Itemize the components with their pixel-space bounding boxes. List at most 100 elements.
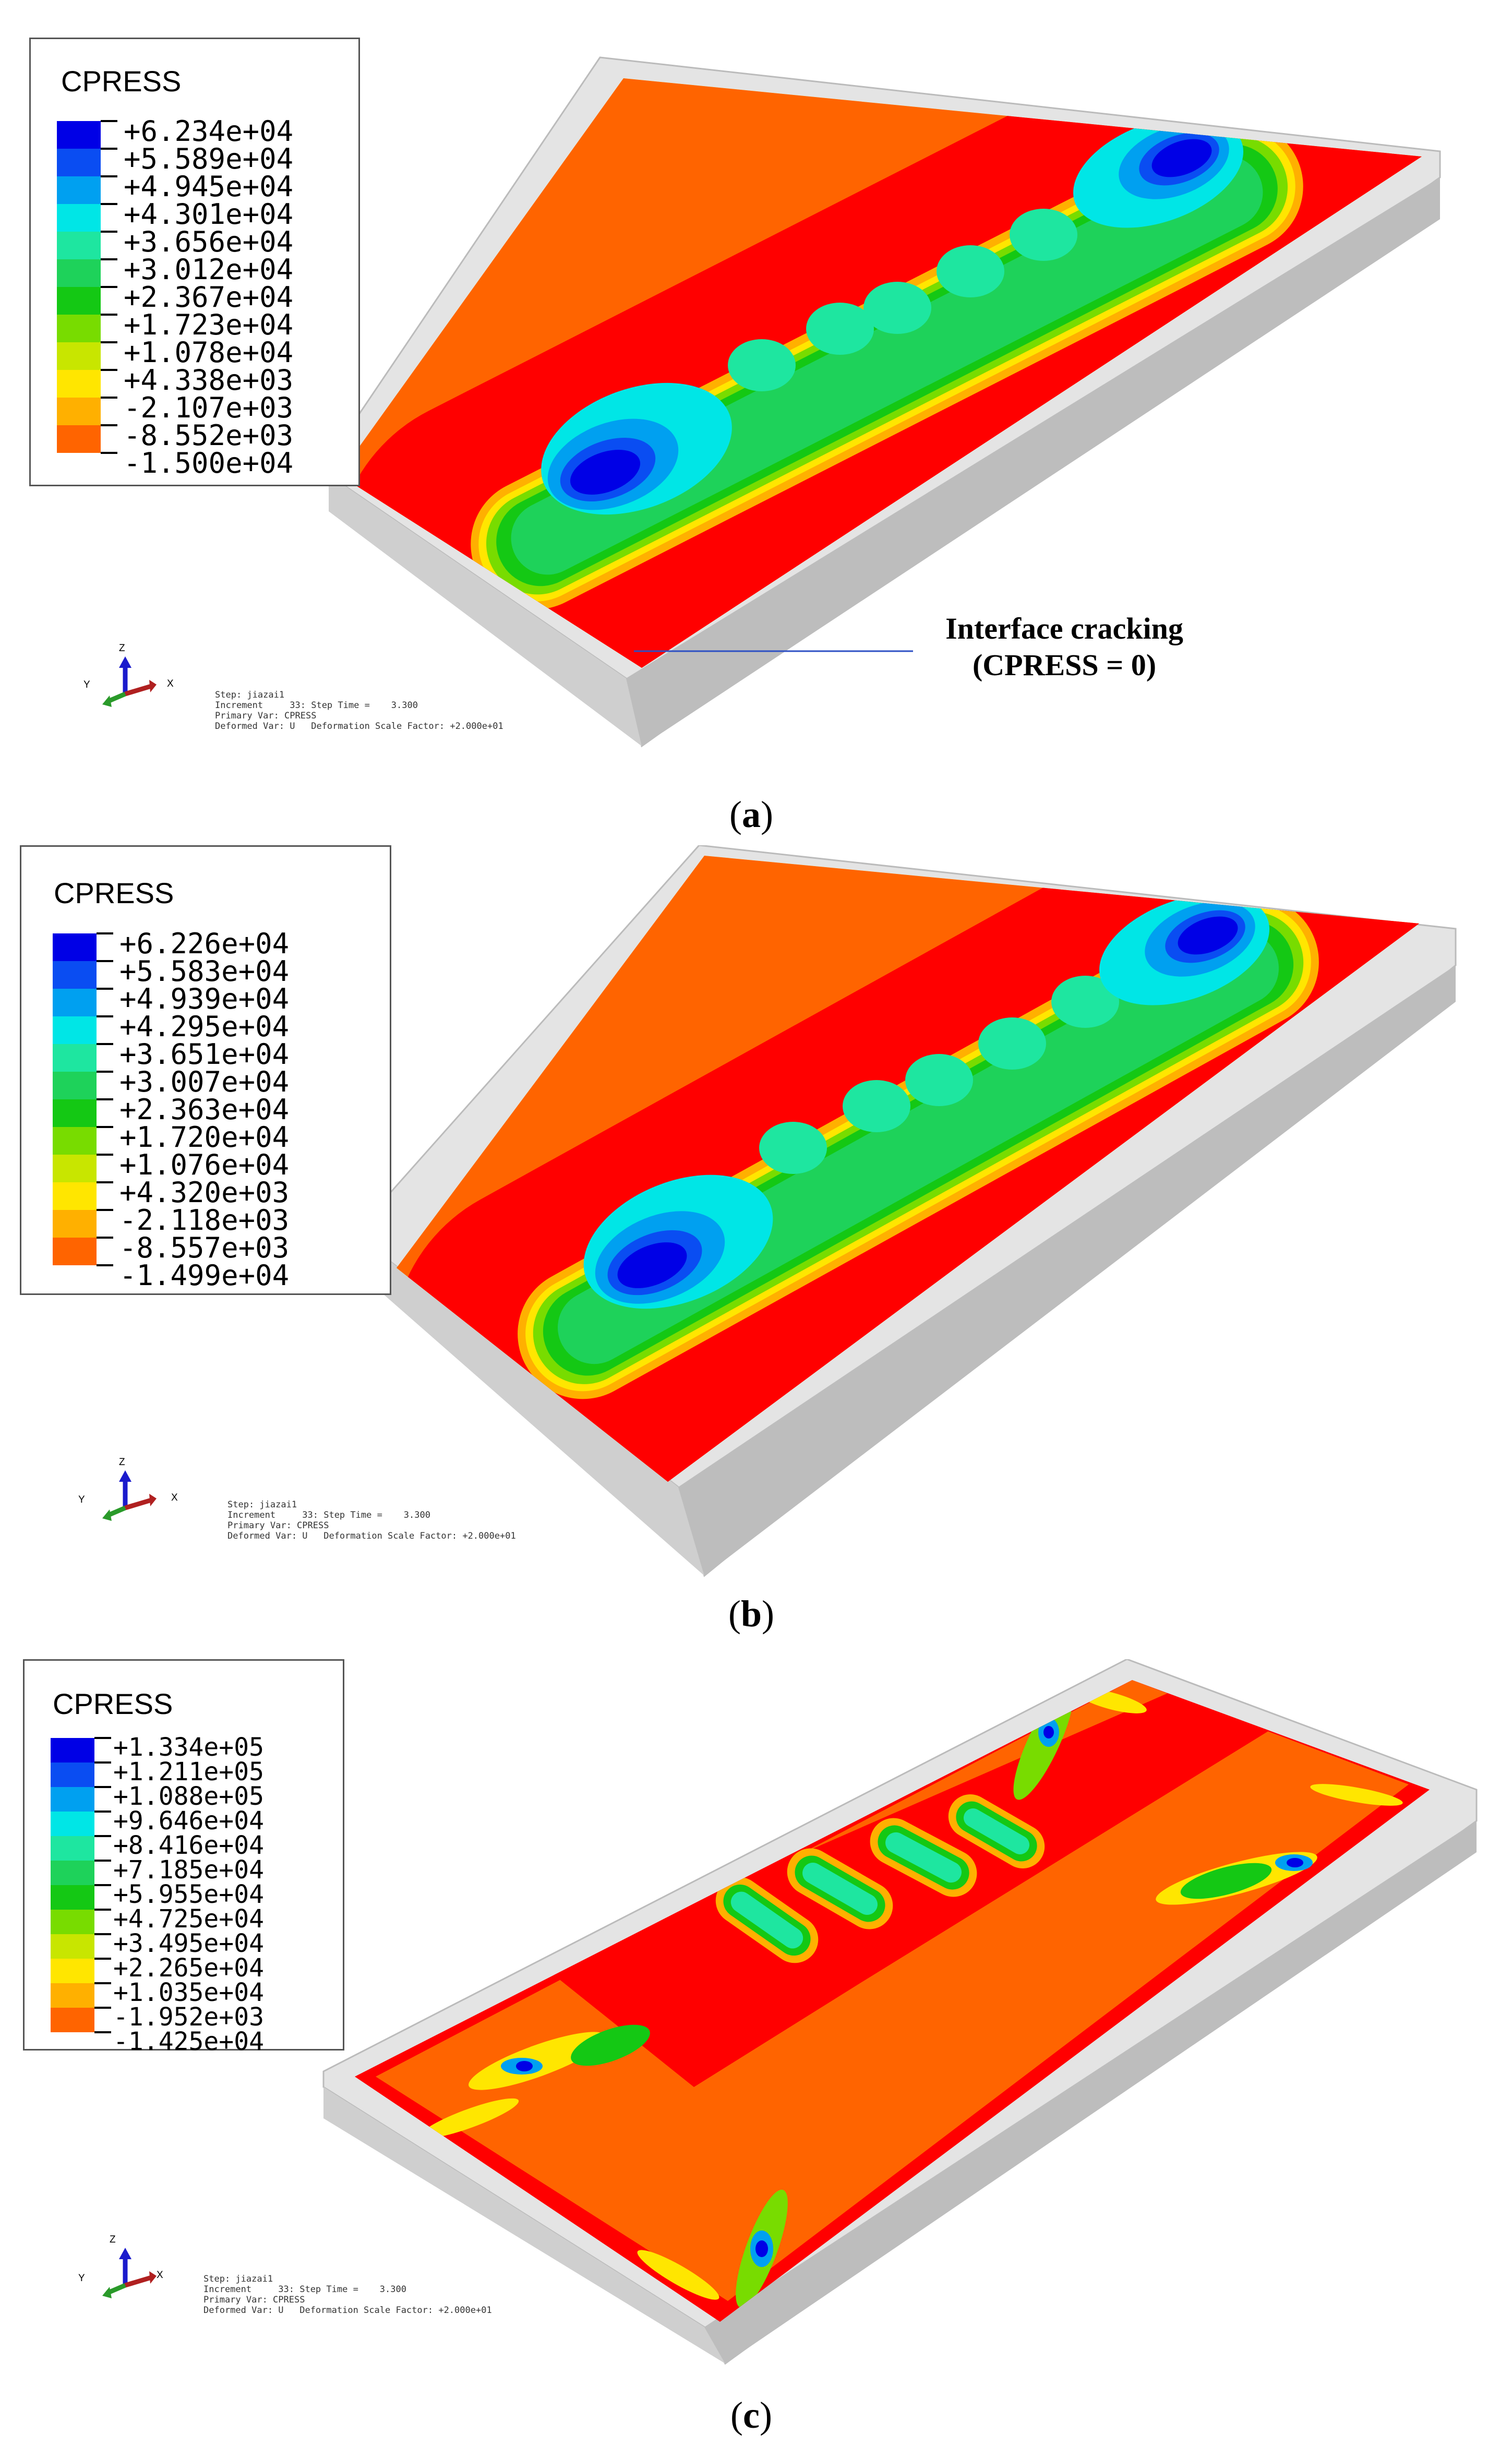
panel-b: Z Y X Step: jiazai1 Increment 33: Step T…: [0, 845, 1512, 1659]
legend-tick: [94, 1835, 111, 1837]
legend-value: +3.651e+04: [119, 1038, 290, 1071]
legend-swatch: [51, 1885, 94, 1910]
legend-tick: [101, 203, 117, 205]
legend-tick: [101, 148, 117, 150]
contour-plot-b: [102, 845, 1457, 1577]
legend-value: +3.007e+04: [119, 1065, 290, 1098]
triad-y-label: Y: [78, 1494, 85, 1505]
legend-value: +5.589e+04: [124, 142, 294, 175]
triad-z-label: Z: [110, 2234, 116, 2245]
legend-value: +6.226e+04: [119, 927, 290, 960]
triad-x-label: X: [171, 1492, 178, 1503]
legend-value: +6.234e+04: [124, 115, 294, 148]
axis-triad-icon: [102, 1470, 157, 1521]
legend-tick: [101, 341, 117, 343]
legend-swatch: [57, 315, 101, 342]
legend-value: -1.952e+03: [113, 2003, 264, 2032]
legend-tick: [97, 1264, 113, 1266]
legend-value: +4.338e+03: [124, 364, 294, 397]
annotation-line-1: Interface cracking: [945, 612, 1183, 645]
legend-value: +5.583e+04: [119, 955, 290, 988]
legend-swatch: [57, 259, 101, 287]
legend-tick: [94, 2031, 111, 2033]
legend-swatch: [53, 1016, 97, 1044]
legend-swatch: [53, 1210, 97, 1238]
legend-value: +1.076e+04: [119, 1148, 290, 1181]
legend-title: CPRESS: [61, 65, 182, 98]
legend-swatch: [57, 342, 101, 370]
legend-swatch: [57, 287, 101, 315]
triad-x-label: X: [167, 678, 174, 689]
legend-value: +2.363e+04: [119, 1093, 290, 1126]
legend-value: +4.939e+04: [119, 982, 290, 1015]
legend-value: +1.334e+05: [113, 1733, 264, 1762]
legend-tick: [101, 231, 117, 233]
legend-swatch: [57, 149, 101, 176]
legend-swatch: [51, 2008, 94, 2032]
legend-tick: [97, 1181, 113, 1183]
legend-value: -1.425e+04: [113, 2027, 264, 2056]
step-info: Step: jiazai1 Increment 33: Step Time = …: [215, 690, 503, 732]
legend-tick: [94, 1786, 111, 1788]
legend-swatch: [51, 1762, 94, 1787]
legend-value: +2.367e+04: [124, 281, 294, 314]
legend-tick: [101, 369, 117, 371]
axis-triad-icon: [102, 2248, 157, 2298]
triad-z-label: Z: [119, 643, 125, 654]
legend-tick: [94, 1761, 111, 1764]
contour-plot-a: [102, 56, 1441, 748]
legend-value: -1.500e+04: [124, 447, 294, 479]
axis-triad-icon: [102, 656, 157, 707]
legend-tick: [94, 1909, 111, 1911]
legend-tick: [94, 1982, 111, 1984]
legend-tick: [97, 1126, 113, 1128]
annotation-line-2: (CPRESS = 0): [972, 648, 1157, 682]
legend-swatch: [53, 989, 97, 1016]
legend-tick: [97, 1209, 113, 1211]
legend-a: CPRESS +6.234e+04 +5.589e+04 +4.945e+04 +4.…: [29, 38, 360, 486]
legend-tick: [101, 286, 117, 288]
legend-value: +8.416e+04: [113, 1831, 264, 1860]
legend-swatch: [53, 961, 97, 989]
legend-tick: [97, 1237, 113, 1239]
legend-value: -2.107e+03: [124, 391, 294, 424]
legend-value: +1.723e+04: [124, 308, 294, 341]
contour-plot-c: [102, 1659, 1478, 2365]
legend-swatch: [57, 232, 101, 259]
legend-title: CPRESS: [53, 1687, 173, 1720]
legend-swatch: [53, 1044, 97, 1072]
legend-tick: [101, 314, 117, 316]
legend-swatch: [53, 1099, 97, 1127]
legend-value: +2.265e+04: [113, 1953, 264, 1983]
legend-tick: [94, 1933, 111, 1935]
caption-letter: a: [742, 794, 761, 835]
legend-swatch: [57, 121, 101, 149]
caption-letter: c: [743, 2394, 760, 2436]
legend-swatch: [57, 204, 101, 232]
legend-swatch: [51, 1959, 94, 1983]
legend-swatch: [53, 1238, 97, 1265]
legend-value: +3.495e+04: [113, 1929, 264, 1958]
legend-value: +5.955e+04: [113, 1880, 264, 1909]
legend-title: CPRESS: [54, 877, 174, 909]
legend-tick: [101, 452, 117, 454]
legend-swatch: [53, 933, 97, 961]
legend-value: +1.078e+04: [124, 336, 294, 369]
legend-swatch: [57, 370, 101, 398]
legend-value: +4.725e+04: [113, 1904, 264, 1934]
legend-tick: [97, 932, 113, 934]
legend-value: +1.720e+04: [119, 1121, 290, 1154]
legend-tick: [97, 1043, 113, 1045]
legend-c: CPRESS +1.334e+05 +1.211e+05 +1.088e+05 +9.…: [23, 1659, 344, 2056]
legend-tick: [97, 1098, 113, 1100]
panel-a: Z Y X Step: jiazai1 Increment 33: Step T…: [0, 0, 1512, 845]
legend-tick: [101, 120, 117, 122]
triad-z-label: Z: [119, 1457, 125, 1468]
legend-tick: [97, 988, 113, 990]
legend-tick: [94, 1737, 111, 1739]
legend-swatch: [53, 1072, 97, 1099]
legend-value: +1.088e+05: [113, 1782, 264, 1811]
legend-swatch: [57, 425, 101, 453]
legend-b: CPRESS +6.226e+04 +5.583e+04 +4.939e+04 +4.…: [20, 845, 391, 1295]
caption-b: (b): [728, 1593, 774, 1635]
